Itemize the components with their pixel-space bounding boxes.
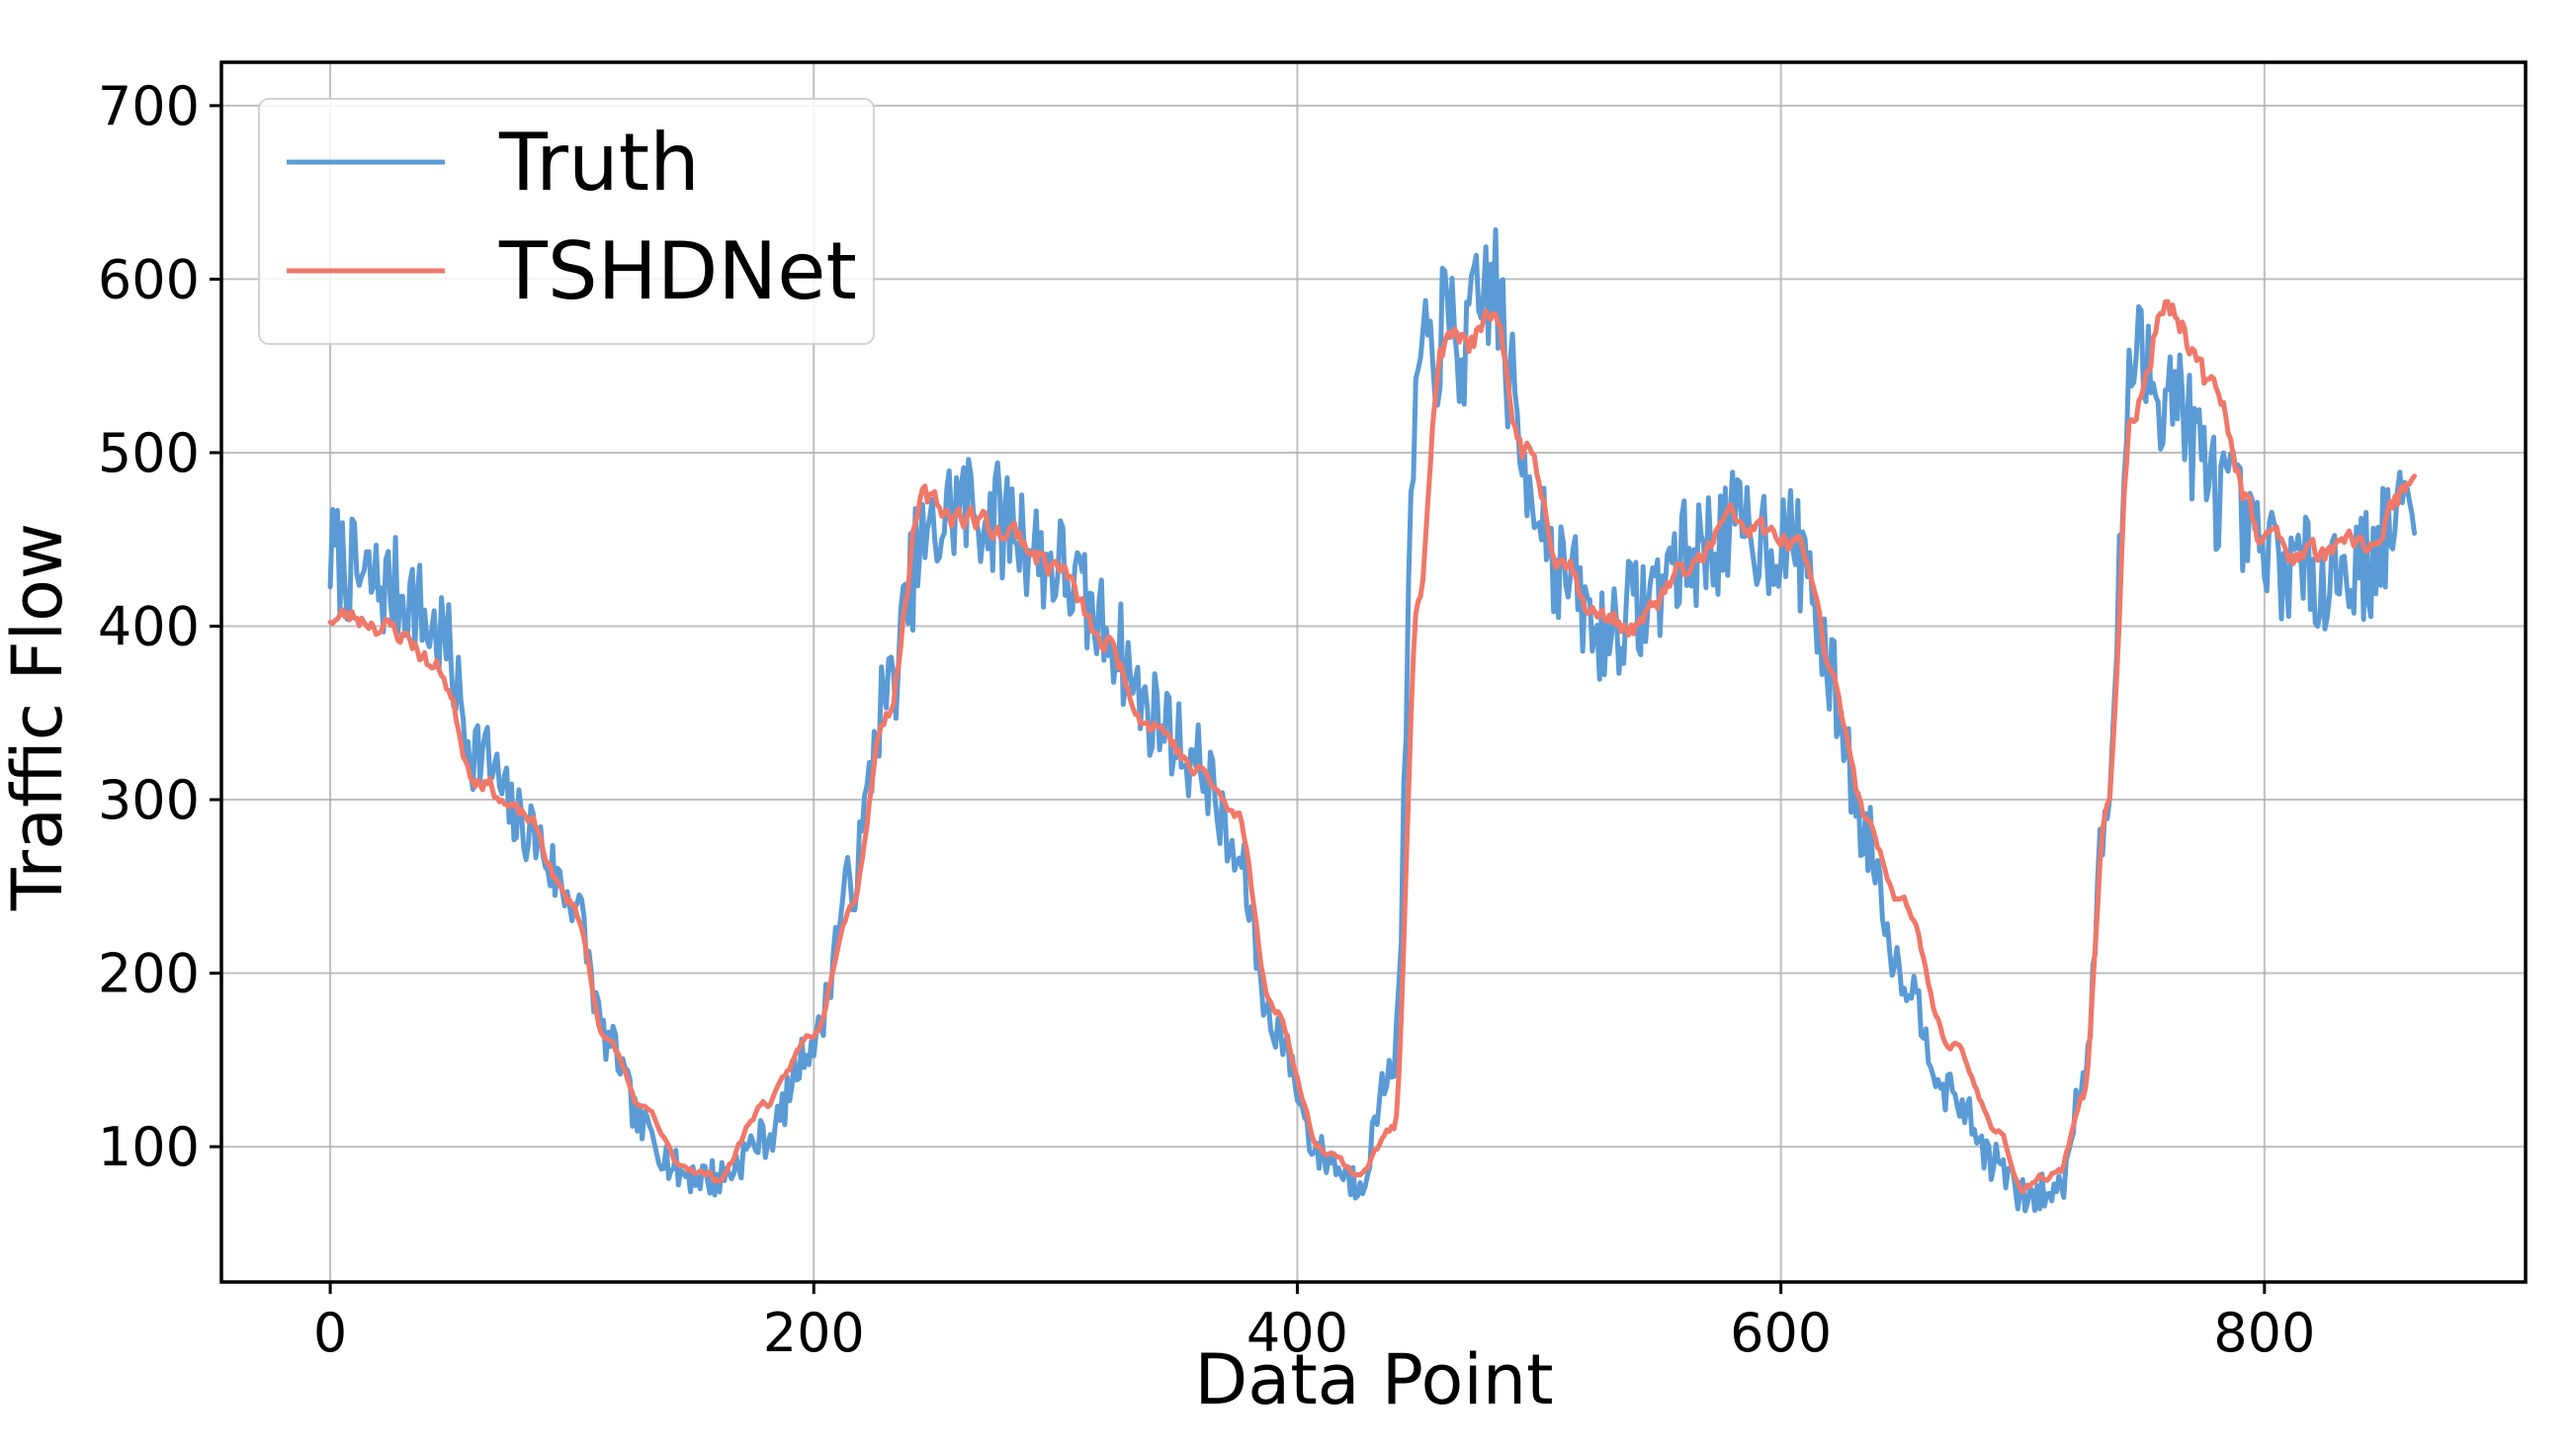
x-tick-label: 400 bbox=[1246, 1302, 1348, 1364]
ticks-layer: 0 200 400 600 800 100 200 300 400 500 600 700 bbox=[98, 75, 2315, 1364]
y-tick-label: 100 bbox=[98, 1116, 200, 1178]
legend: Truth TSHDNet bbox=[258, 98, 875, 345]
series-layer bbox=[327, 227, 2417, 1214]
x-tick-label: 0 bbox=[313, 1302, 347, 1364]
legend-truth-label: Truth bbox=[498, 117, 700, 209]
y-tick-label: 500 bbox=[98, 422, 200, 484]
x-tick-label: 800 bbox=[2213, 1302, 2315, 1364]
y-tick-label: 300 bbox=[98, 769, 200, 831]
x-tick-label: 600 bbox=[1730, 1302, 1832, 1364]
y-tick-label: 200 bbox=[98, 943, 200, 1005]
tshdnet-series-line bbox=[327, 299, 2417, 1195]
legend-tshdnet-label: TSHDNet bbox=[498, 225, 857, 317]
y-axis-title: Traffic Flow bbox=[0, 523, 78, 911]
y-tick-label: 700 bbox=[98, 75, 200, 137]
y-tick-label: 400 bbox=[98, 595, 200, 657]
x-axis-title: Data Point bbox=[1194, 1339, 1553, 1420]
x-tick-label: 200 bbox=[763, 1302, 865, 1364]
y-tick-label: 600 bbox=[98, 248, 200, 310]
plot-frame bbox=[219, 60, 2528, 1284]
grid-layer bbox=[221, 62, 2526, 1282]
